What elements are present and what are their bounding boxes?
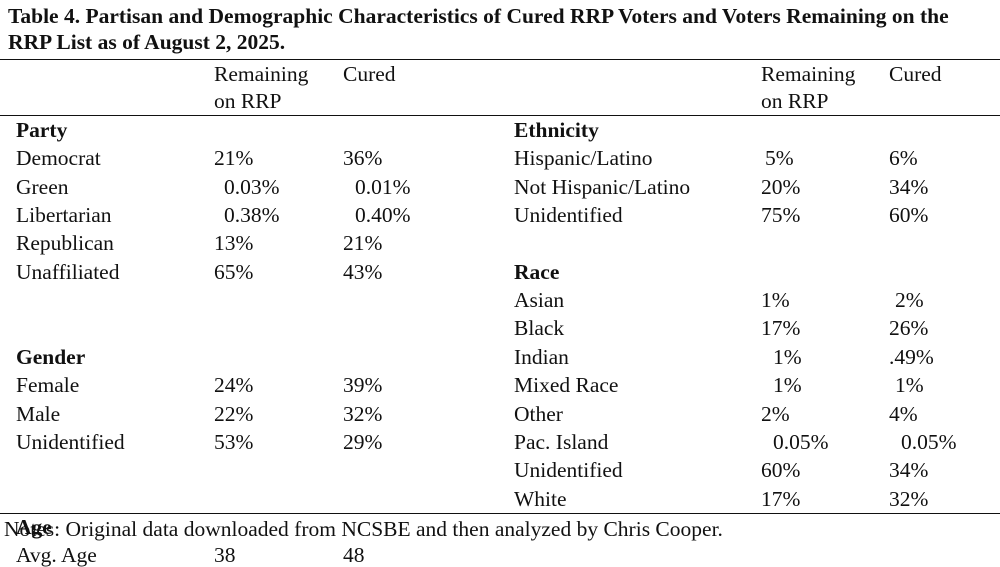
row-label: Not Hispanic/Latino: [514, 174, 691, 199]
cured-value: 34%: [889, 458, 929, 483]
cured-value: 21%: [343, 231, 383, 256]
row-label: Unaffiliated: [16, 259, 120, 284]
cured-value: 26%: [889, 316, 929, 341]
left-cured-header: Cured: [343, 62, 396, 86]
remaining-value: 2%: [761, 401, 790, 426]
cured-value: 4%: [889, 401, 918, 426]
row-label: Green: [16, 174, 69, 199]
right-remaining-header-line1: Remaining: [761, 62, 856, 86]
remaining-value: 1%: [773, 344, 802, 369]
left-remaining-header-line2: on RRP: [214, 89, 282, 113]
left-remaining-header: Remaining on RRP: [214, 61, 308, 115]
section-heading: Ethnicity: [514, 118, 599, 142]
section-heading: Party: [16, 118, 68, 142]
cured-value: 32%: [343, 401, 383, 426]
cured-value: 1%: [895, 373, 924, 398]
remaining-value: 38: [214, 543, 236, 567]
cured-value: .49%: [889, 344, 934, 369]
remaining-value: 21%: [214, 146, 254, 171]
bottom-rule: [0, 513, 1000, 514]
section-heading: Age: [16, 514, 52, 539]
row-label: Unidentified: [514, 458, 623, 483]
cured-value: 36%: [343, 146, 383, 171]
row-label: Unidentified: [514, 203, 623, 228]
remaining-value: 75%: [761, 203, 801, 228]
cured-value: 6%: [889, 146, 918, 171]
table-title: Table 4. Partisan and Demographic Charac…: [8, 4, 949, 54]
row-label: Indian: [514, 344, 569, 369]
row-label: Hispanic/Latino: [514, 146, 653, 171]
section-heading: Gender: [16, 344, 86, 369]
row-label: Asian: [514, 288, 565, 313]
remaining-value: 17%: [761, 486, 801, 511]
cured-value: 48: [343, 543, 365, 567]
remaining-value: 1%: [761, 288, 790, 313]
left-remaining-header-line1: Remaining: [214, 62, 309, 86]
row-label: Male: [16, 401, 61, 426]
top-rule: [0, 59, 1000, 60]
right-remaining-header: Remaining on RRP: [761, 61, 855, 115]
remaining-value: 0.38%: [224, 203, 280, 228]
right-remaining-header-line2: on RRP: [761, 89, 829, 113]
remaining-value: 13%: [214, 231, 254, 256]
cured-value: 0.01%: [355, 174, 411, 199]
remaining-value: 20%: [761, 174, 801, 199]
remaining-value: 0.03%: [224, 174, 280, 199]
remaining-value: 22%: [214, 401, 254, 426]
row-label: Libertarian: [16, 203, 112, 228]
remaining-value: 0.05%: [773, 429, 829, 454]
cured-value: 0.05%: [901, 429, 957, 454]
cured-value: 60%: [889, 203, 929, 228]
row-label: Republican: [16, 231, 114, 256]
header-rule: [0, 115, 1000, 116]
row-label: Black: [514, 316, 565, 341]
cured-value: 0.40%: [355, 203, 411, 228]
cured-value: 29%: [343, 429, 383, 454]
cured-value: 43%: [343, 259, 383, 284]
row-label: Mixed Race: [514, 373, 619, 398]
row-label: Avg. Age: [16, 543, 97, 567]
row-label: Unidentified: [16, 429, 125, 454]
remaining-value: 17%: [761, 316, 801, 341]
remaining-value: 5%: [765, 146, 794, 171]
remaining-value: 1%: [773, 373, 802, 398]
cured-value: 39%: [343, 373, 383, 398]
remaining-value: 53%: [214, 429, 254, 454]
row-label: Female: [16, 373, 80, 398]
cured-value: 32%: [889, 486, 929, 511]
row-label: Pac. Island: [514, 429, 609, 454]
remaining-value: 65%: [214, 259, 254, 284]
remaining-value: 60%: [761, 458, 801, 483]
remaining-value: 24%: [214, 373, 254, 398]
cured-value: 2%: [895, 288, 924, 313]
cured-value: 34%: [889, 174, 929, 199]
section-heading: Race: [514, 259, 560, 284]
row-label: Democrat: [16, 146, 101, 171]
table-notes: Notes: Original data downloaded from NCS…: [4, 517, 723, 541]
row-label: White: [514, 486, 567, 511]
right-cured-header: Cured: [889, 62, 942, 86]
row-label: Other: [514, 401, 563, 426]
